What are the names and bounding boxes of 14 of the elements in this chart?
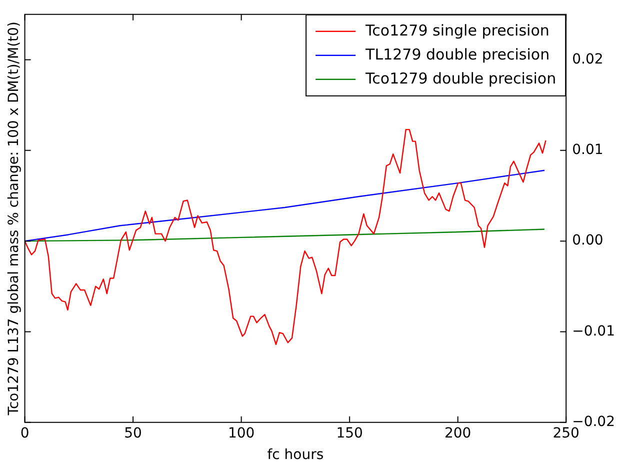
x-axis-title: fc hours — [267, 447, 324, 464]
x-tick-label: 100 — [228, 425, 255, 442]
y-tick-label: 0.02 — [572, 51, 604, 68]
y-tick-label: 0.01 — [572, 142, 604, 158]
x-tick-label: 150 — [336, 425, 363, 442]
y-tick-label: −0.01 — [572, 323, 616, 340]
legend-label: TL1279 double precision — [364, 45, 550, 64]
x-tick-label: 0 — [20, 425, 30, 442]
y-axis-title: Tco1279 L137 global mass % change: 100 x DM(t)/M(t0) — [6, 22, 22, 416]
legend-label: Tco1279 double precision — [364, 69, 556, 88]
x-tick-label: 200 — [444, 425, 472, 442]
legend-label: Tco1279 single precision — [364, 21, 550, 40]
x-tick-label: 50 — [124, 425, 142, 442]
y-tick-label: 0.00 — [572, 232, 604, 249]
